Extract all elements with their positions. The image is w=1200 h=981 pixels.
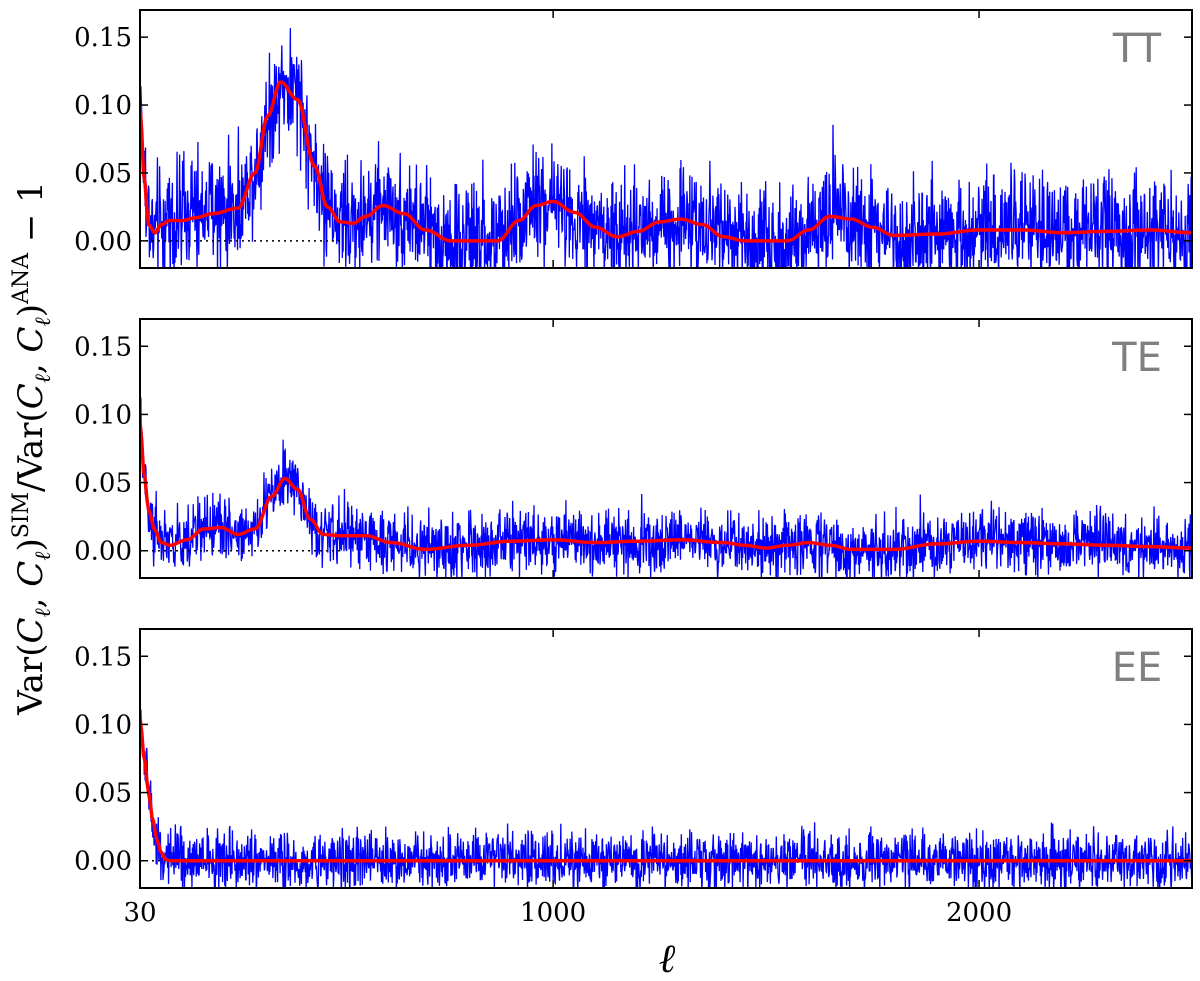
y-tick-label: 0.10	[74, 400, 132, 430]
panel-label: EE	[1112, 645, 1163, 691]
y-axis-label: Var(Cℓ, Cℓ)SIM/Var(Cℓ, Cℓ)ANA − 1	[9, 181, 56, 716]
y-tick-label: 0.00	[74, 847, 132, 877]
series-noisy-tt	[140, 28, 1192, 268]
panel-te: 0.00 0.05 0.10 0.15 TE	[74, 318, 1193, 579]
y-tick-label: 0.05	[74, 159, 132, 189]
panel-frame	[139, 628, 1193, 889]
panels: 0.000.050.100.15 TT0.000.050.100.15 TE0.00…	[74, 9, 1193, 889]
y-tick-label: 0.05	[74, 469, 132, 499]
series-smooth-tt	[140, 80, 1192, 243]
series-noisy-ee	[140, 709, 1192, 888]
panel-label: TE	[1111, 335, 1162, 381]
y-tick-label: 0.15	[74, 23, 132, 53]
y-tick-label: 0.05	[74, 779, 132, 809]
plot-area	[140, 397, 1192, 578]
y-tick-label: 0.00	[74, 537, 132, 567]
plot-area	[140, 28, 1192, 268]
y-tick-label: 0.15	[74, 332, 132, 362]
x-axis-ticks: 30 1000 2000	[123, 898, 1012, 928]
x-tick-label: 2000	[946, 898, 1012, 928]
series-noisy-te	[140, 397, 1192, 578]
y-tick-label: 0.00	[74, 227, 132, 257]
x-axis-label: ℓ	[659, 936, 676, 981]
panel-frame	[139, 9, 1193, 269]
series-smooth-te	[140, 421, 1192, 552]
y-tick-label: 0.15	[74, 642, 132, 672]
x-tick-label: 30	[123, 898, 156, 928]
panel-tt: 0.00 0.05 0.10 0.15 TT	[74, 9, 1193, 269]
series-smooth-ee	[140, 717, 1192, 863]
x-tick-label: 1000	[520, 898, 586, 928]
panel-ee: 0.00 0.05 0.10 0.15 EE	[74, 628, 1193, 889]
y-tick-label: 0.10	[74, 710, 132, 740]
panel-label: TT	[1112, 26, 1162, 72]
y-tick-label: 0.10	[74, 91, 132, 121]
panel-frame	[139, 318, 1193, 579]
plot-area	[140, 709, 1192, 888]
